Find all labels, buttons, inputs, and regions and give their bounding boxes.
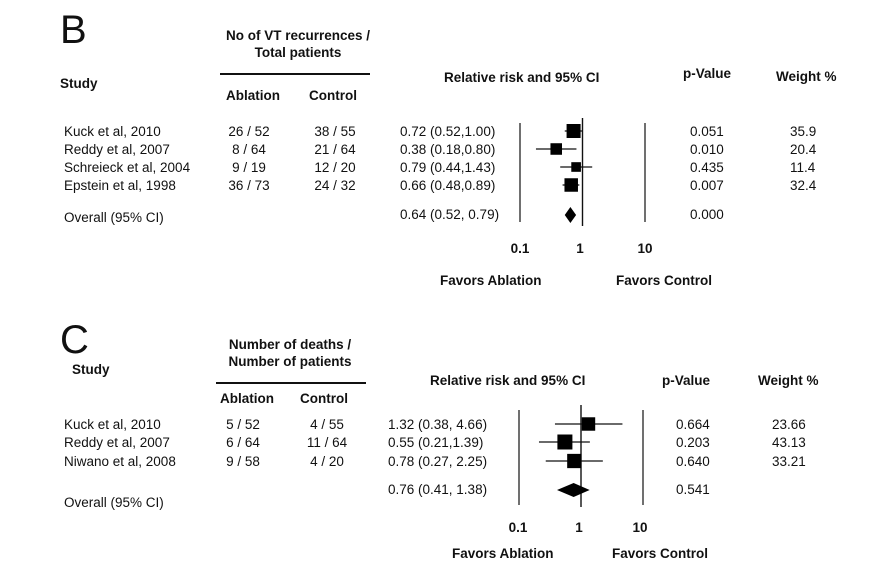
col-control-header: Control <box>309 88 357 103</box>
ci-text: 1.32 (0.38, 4.66) <box>388 417 488 432</box>
overall-label: Overall (95% CI) <box>64 210 164 225</box>
group-header-line2: Total patients <box>254 45 342 60</box>
tick-label: 10 <box>637 241 653 256</box>
tick-label: 0.1 <box>510 241 530 256</box>
control-count: 38 / 55 <box>314 124 356 139</box>
overall-ci-text: 0.76 (0.41, 1.38) <box>388 482 488 497</box>
weight-value: 43.13 <box>772 435 806 450</box>
forest-plot-panel-b: B Study No of VT recurrences / Total pat… <box>60 8 837 288</box>
forest-plot-canvas-c <box>518 405 644 507</box>
effect-square <box>581 417 596 431</box>
effect-square <box>564 178 578 192</box>
weight-value: 33.21 <box>772 454 806 469</box>
ablation-count: 26 / 52 <box>228 124 270 139</box>
effect-square <box>550 143 563 155</box>
ci-text: 0.38 (0.18,0.80) <box>400 142 496 157</box>
ablation-count: 5 / 52 <box>226 417 260 432</box>
group-header-line1: Number of deaths / <box>228 337 352 352</box>
col-ablation-header: Ablation <box>220 391 274 406</box>
panel-label: B <box>60 8 87 52</box>
ci-text: 0.79 (0.44,1.43) <box>400 160 496 175</box>
forest-plot-panel-c: C Study Number of deaths / Number of pat… <box>0 300 885 566</box>
tick-label: 1 <box>575 520 583 535</box>
ablation-count: 8 / 64 <box>232 142 266 157</box>
col-control-header: Control <box>300 391 348 406</box>
study-name: Schreieck et al, 2004 <box>64 160 191 175</box>
study-header: Study <box>60 76 98 91</box>
col-ablation-header: Ablation <box>226 88 280 103</box>
tick-label: 10 <box>632 520 648 535</box>
p-value: 0.010 <box>690 142 724 157</box>
weight-value: 35.9 <box>790 124 817 139</box>
ci-text: 0.66 (0.48,0.89) <box>400 178 496 193</box>
panel-label: C <box>60 318 89 362</box>
p-value: 0.203 <box>676 435 710 450</box>
p-value: 0.664 <box>676 417 710 432</box>
study-name: Niwano et al, 2008 <box>64 454 176 469</box>
overall-p-value: 0.541 <box>676 482 710 497</box>
control-count: 4 / 55 <box>310 417 344 432</box>
ablation-count: 9 / 58 <box>226 454 260 469</box>
study-name: Epstein et al, 1998 <box>64 178 176 193</box>
ablation-count: 6 / 64 <box>226 435 260 450</box>
control-count: 12 / 20 <box>314 160 356 175</box>
study-header: Study <box>72 362 110 377</box>
ci-text: 0.72 (0.52,1.00) <box>400 124 496 139</box>
weight-value: 23.66 <box>772 417 806 432</box>
overall-diamond <box>556 483 590 497</box>
favors-right-label: Favors Control <box>616 273 713 288</box>
control-count: 21 / 64 <box>314 142 356 157</box>
p-value: 0.640 <box>676 454 710 469</box>
p-value: 0.435 <box>690 160 724 175</box>
control-count: 11 / 64 <box>306 435 348 450</box>
tick-label: 0.1 <box>508 520 528 535</box>
group-header-line2: Number of patients <box>228 354 352 369</box>
study-name: Reddy et al, 2007 <box>64 435 170 450</box>
overall-label: Overall (95% CI) <box>64 495 164 510</box>
effect-header: Relative risk and 95% CI <box>444 70 600 85</box>
ablation-count: 36 / 73 <box>228 178 270 193</box>
effect-header: Relative risk and 95% CI <box>430 373 586 388</box>
ci-text: 0.55 (0.21,1.39) <box>388 435 484 450</box>
ablation-count: 9 / 19 <box>232 160 266 175</box>
effect-square <box>571 162 581 172</box>
overall-diamond <box>564 207 577 223</box>
favors-left-label: Favors Ablation <box>440 273 542 288</box>
weight-value: 20.4 <box>790 142 817 157</box>
effect-square <box>567 453 582 469</box>
weight-header: Weight % <box>758 373 819 388</box>
study-name: Kuck et al, 2010 <box>64 124 161 139</box>
header-divider <box>220 73 370 75</box>
effect-square <box>566 124 581 138</box>
p-value: 0.007 <box>690 178 724 193</box>
pvalue-header: p-Value <box>683 66 732 81</box>
control-count: 24 / 32 <box>314 178 356 193</box>
favors-right-label: Favors Control <box>612 546 709 561</box>
pvalue-header: p-Value <box>662 373 711 388</box>
p-value: 0.051 <box>690 124 724 139</box>
effect-square <box>557 434 573 450</box>
weight-value: 32.4 <box>790 178 817 193</box>
weight-value: 11.4 <box>790 160 816 175</box>
header-divider <box>216 382 366 384</box>
tick-label: 1 <box>576 241 584 256</box>
control-count: 4 / 20 <box>310 454 344 469</box>
favors-left-label: Favors Ablation <box>452 546 554 561</box>
weight-header: Weight % <box>776 69 837 84</box>
ci-text: 0.78 (0.27, 2.25) <box>388 454 488 469</box>
group-header-line1: No of VT recurrences / <box>225 28 371 43</box>
study-name: Reddy et al, 2007 <box>64 142 170 157</box>
overall-ci-text: 0.64 (0.52, 0.79) <box>400 207 500 222</box>
study-name: Kuck et al, 2010 <box>64 417 161 432</box>
forest-plot-canvas-b <box>519 118 646 226</box>
overall-p-value: 0.000 <box>690 207 724 222</box>
